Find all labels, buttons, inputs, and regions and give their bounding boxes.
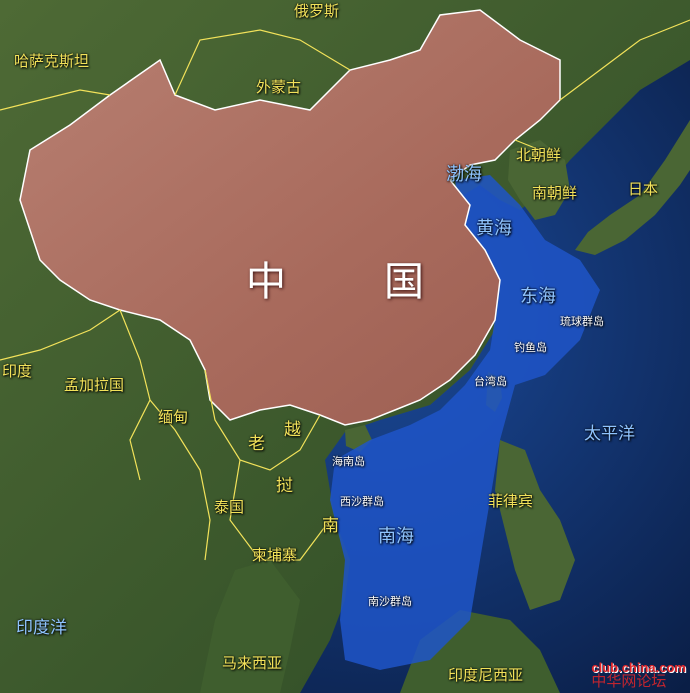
label-malaysia: 马来西亚 [222, 654, 283, 672]
indochina-land [200, 560, 300, 693]
label-pacific-ocean: 太平洋 [584, 424, 635, 444]
label-vietnam-2: 南 [322, 516, 339, 536]
watermark-site: club.china.com [591, 660, 686, 675]
label-hainan-island: 海南岛 [332, 455, 365, 468]
label-myanmar: 缅甸 [158, 408, 189, 426]
label-taiwan-island: 台湾岛 [474, 375, 507, 388]
label-nansha-islands: 南沙群岛 [368, 595, 412, 608]
label-russia: 俄罗斯 [294, 2, 340, 20]
label-mongolia: 外蒙古 [256, 78, 302, 96]
label-ryukyu-islands: 琉球群岛 [560, 315, 604, 328]
korea-land [508, 140, 570, 220]
label-south-china-sea: 南海 [378, 526, 414, 547]
country-borders [0, 19, 690, 561]
label-yellow-sea: 黄海 [476, 218, 512, 239]
label-north-korea: 北朝鲜 [516, 146, 562, 164]
philippines-land [495, 440, 575, 610]
china-territory [19, 9, 561, 426]
japan-land [575, 120, 690, 255]
label-indian-ocean: 印度洋 [16, 618, 67, 638]
label-china-1: 中 [246, 259, 286, 305]
label-thailand: 泰国 [214, 498, 245, 516]
label-vietnam-1: 越 [284, 420, 301, 440]
label-kazakhstan: 哈萨克斯坦 [14, 52, 90, 70]
label-south-korea: 南朝鲜 [532, 184, 578, 202]
label-cambodia: 柬埔寨 [252, 546, 298, 564]
label-philippines: 菲律宾 [488, 492, 534, 510]
label-india: 印度 [2, 362, 33, 380]
label-japan: 日本 [628, 180, 659, 198]
label-china-2: 国 [384, 259, 424, 305]
label-bangladesh: 孟加拉国 [64, 376, 125, 394]
watermark-name: 中华网论坛 [591, 672, 667, 690]
china-seas [330, 175, 600, 670]
label-indonesia: 印度尼西亚 [448, 666, 524, 684]
label-xisha-islands: 西沙群岛 [340, 495, 384, 508]
label-diaoyu-island: 钓鱼岛 [514, 341, 547, 354]
label-bohai-sea: 渤海 [446, 164, 482, 185]
label-cambodia-char: 挝 [276, 476, 293, 496]
label-east-china-sea: 东海 [520, 286, 556, 307]
watermark: club.china.com 中华网论坛 [591, 661, 686, 689]
label-laos: 老 [248, 434, 265, 454]
